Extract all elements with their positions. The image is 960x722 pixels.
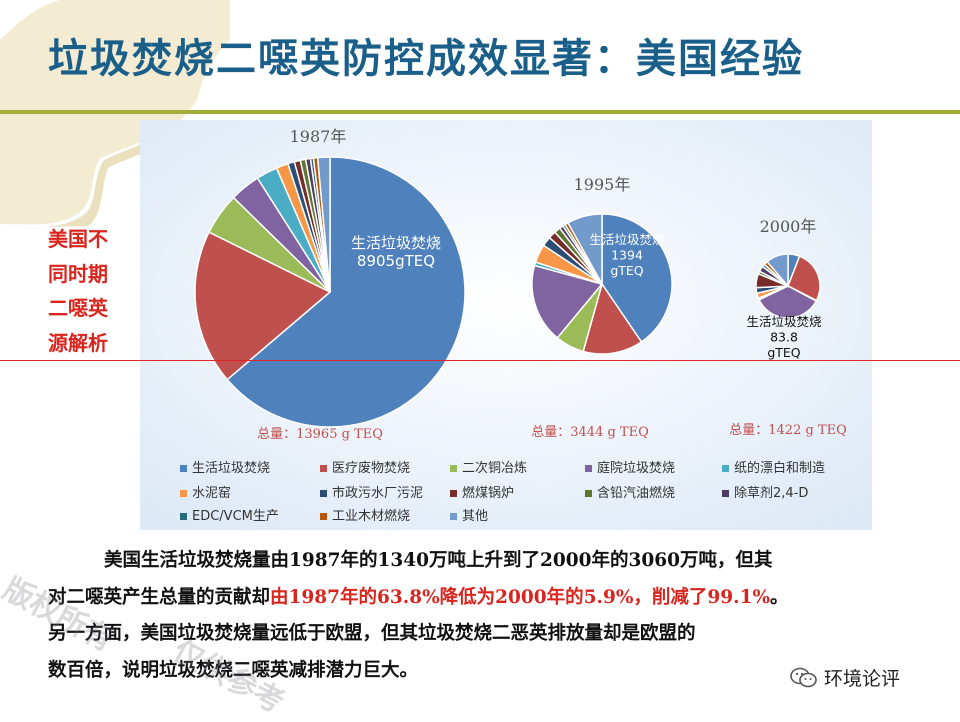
- legend-entry: 医疗废物焚烧: [332, 460, 410, 476]
- wechat-icon: [790, 667, 817, 687]
- pie-slice-label-line: gTEQ: [610, 263, 643, 278]
- pie-chart-panel: 1987年 总量：13965 g TEQ 生活垃圾焚烧 8905gTEQ 1995年 总量…: [140, 120, 872, 530]
- body-line: 对二噁英产生总量的贡献却由1987年的63.8%降低为2000年的5.9%，削减…: [48, 580, 928, 617]
- brand-name: 环境论评: [824, 668, 901, 690]
- legend-entry: 生活垃圾焚烧: [192, 461, 270, 476]
- legend-swatch: [320, 490, 327, 497]
- pie-slice: [566, 213, 603, 287]
- body-paragraph: 美国生活垃圾焚烧量由1987年的1340万吨上升到了2000年的3060万吨，但…: [48, 543, 928, 689]
- legend-swatch: [450, 490, 457, 497]
- pie-title: 1995年: [574, 175, 631, 194]
- pie-slice: [758, 285, 818, 319]
- legend-swatch: [320, 513, 327, 520]
- pie-slice: [766, 253, 789, 289]
- pie-slice: [531, 264, 604, 339]
- body-text-segment: 对二噁英产生总量的贡献却: [48, 586, 271, 608]
- legend-entry: 含铅汽油燃烧: [597, 485, 675, 501]
- pie-slice-label-line: 1394: [611, 248, 643, 263]
- legend-entry: 二次铜冶炼: [462, 460, 527, 476]
- pie-slice-label: 生活垃圾焚烧 83.8 gTEQ: [746, 314, 822, 360]
- legend-entry: 纸的漂白和制造: [734, 460, 825, 476]
- pie-title: 1987年: [290, 127, 347, 146]
- pie-slice-label: 生活垃圾焚烧 1394 gTEQ: [589, 232, 665, 278]
- legend-entry: 工业木材燃烧: [332, 508, 410, 524]
- body-text-segment: 。: [770, 586, 789, 608]
- legend-swatch: [180, 465, 187, 472]
- pie-slice-label-line: 生活垃圾焚烧: [746, 314, 822, 329]
- pie-slice-label-line: 生活垃圾焚烧: [589, 232, 665, 247]
- pie-slice-label-line: 8905gTEQ: [357, 252, 435, 270]
- legend-entry: 水泥窑: [192, 485, 231, 501]
- legend-entry: EDC/VCM生产: [192, 509, 279, 524]
- body-line: 美国生活垃圾焚烧量由1987年的1340万吨上升到了2000年的3060万吨，但…: [104, 550, 773, 571]
- pie-total-label: 总量：3444 g TEQ: [531, 425, 649, 440]
- side-note: 美国不 同时期 二噁英 源解析: [48, 222, 128, 360]
- legend-swatch: [320, 465, 327, 472]
- legend-swatch: [180, 513, 187, 520]
- legend-entry: 其他: [462, 509, 488, 524]
- legend-swatch: [585, 465, 592, 472]
- pie-slice-label-line: 生活垃圾焚烧: [351, 234, 441, 252]
- side-note-line: 美国不: [48, 227, 108, 251]
- legend-entry: 市政污水厂污泥: [332, 485, 423, 501]
- pie-slice-label: 生活垃圾焚烧 8905gTEQ: [351, 234, 441, 270]
- pie-slice: [194, 231, 332, 381]
- pie-slice: [226, 156, 466, 428]
- legend-entry: 除草剂2,4-D: [734, 486, 808, 501]
- side-note-line: 源解析: [48, 330, 108, 355]
- pie-slice-label-line: gTEQ: [767, 345, 800, 360]
- side-note-line: 同时期: [48, 261, 108, 286]
- pie-total-label: 总量：1422 g TEQ: [729, 423, 847, 438]
- pie-total-label: 总量：13965 g TEQ: [257, 427, 383, 442]
- legend-swatch: [722, 490, 729, 497]
- legend-swatch: [450, 513, 457, 520]
- legend-swatch: [722, 465, 729, 472]
- body-line: 数百倍，说明垃圾焚烧二噁英减排潜力巨大。: [48, 659, 419, 681]
- pie-title: 2000年: [760, 217, 817, 236]
- legend-swatch: [585, 490, 592, 497]
- legend-swatch: [180, 490, 187, 497]
- brand-label: 环境论评: [790, 664, 900, 691]
- legend-entry: 庭院垃圾焚烧: [597, 460, 675, 476]
- highlight-text: 由1987年的63.8%降低为2000年的5.9%，削减了99.1%: [270, 586, 771, 608]
- pie-slice: [316, 156, 331, 293]
- pie-slice-label-line: 83.8: [770, 330, 798, 345]
- pie-slice: [601, 213, 673, 343]
- body-line: 另一方面，美国垃圾焚烧量远低于欧盟，但其垃圾焚烧二恶英排放量却是欧盟的: [48, 623, 696, 644]
- legend-entry: 燃煤锅炉: [462, 485, 514, 501]
- red-guide-line: [0, 360, 960, 361]
- side-note-line: 二噁英: [48, 296, 108, 320]
- legend-swatch: [450, 465, 457, 472]
- title-divider: [0, 110, 960, 114]
- page-title: 垃圾焚烧二噁英防控成效显著：美国经验: [48, 36, 804, 82]
